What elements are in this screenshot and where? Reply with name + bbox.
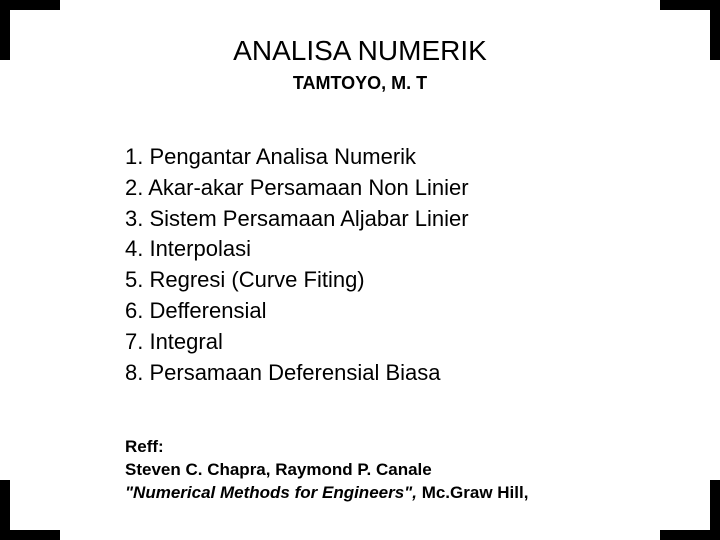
references-author: Steven C. Chapra, Raymond P. Canale xyxy=(125,459,660,482)
topic-item: 1. Pengantar Analisa Numerik xyxy=(125,142,660,173)
topics-list: 1. Pengantar Analisa Numerik 2. Akar-aka… xyxy=(125,142,660,388)
slide-title: ANALISA NUMERIK xyxy=(60,35,660,67)
references-block: Reff: Steven C. Chapra, Raymond P. Canal… xyxy=(125,436,660,505)
references-book-title: "Numerical Methods for Engineers", xyxy=(125,483,417,502)
corner-top-right xyxy=(660,0,720,60)
topic-item: 4. Interpolasi xyxy=(125,234,660,265)
references-title: "Numerical Methods for Engineers", Mc.Gr… xyxy=(125,482,660,505)
corner-top-left xyxy=(0,0,60,60)
references-label: Reff: xyxy=(125,436,660,459)
topic-item: 3. Sistem Persamaan Aljabar Linier xyxy=(125,204,660,235)
topic-item: 6. Defferensial xyxy=(125,296,660,327)
topic-item: 2. Akar-akar Persamaan Non Linier xyxy=(125,173,660,204)
topic-item: 5. Regresi (Curve Fiting) xyxy=(125,265,660,296)
topic-item: 7. Integral xyxy=(125,327,660,358)
references-publisher: Mc.Graw Hill, xyxy=(417,483,528,502)
corner-bottom-right xyxy=(660,480,720,540)
topic-item: 8. Persamaan Deferensial Biasa xyxy=(125,358,660,389)
slide-subtitle: TAMTOYO, M. T xyxy=(60,73,660,94)
slide-content: ANALISA NUMERIK TAMTOYO, M. T 1. Pengant… xyxy=(0,0,720,540)
corner-bottom-left xyxy=(0,480,60,540)
